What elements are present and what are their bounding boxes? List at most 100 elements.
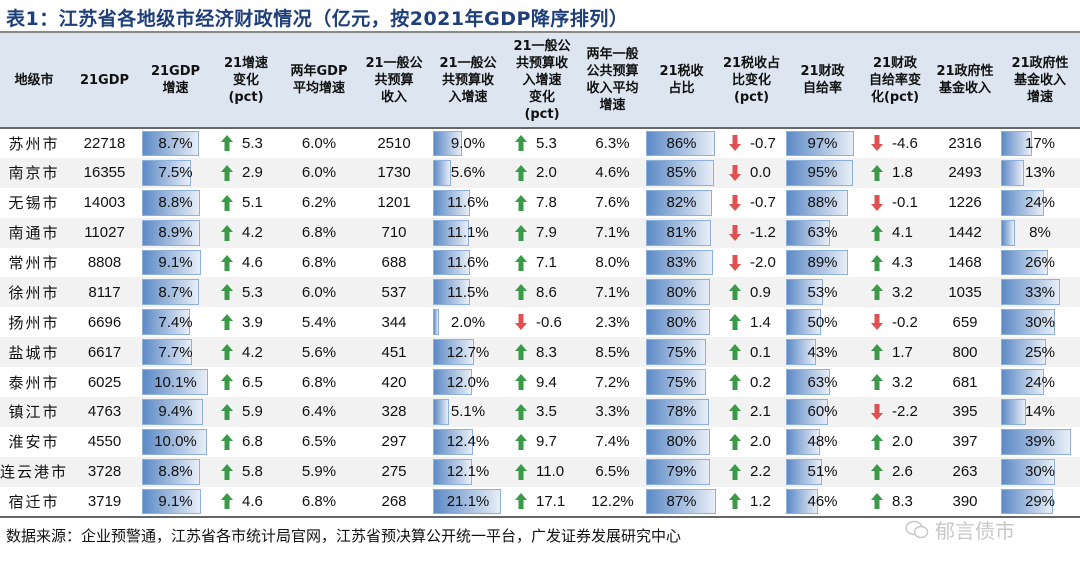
arrow-up-icon	[871, 374, 883, 391]
change-indicator: 8.3	[504, 343, 580, 361]
table-cell: 5.3	[210, 277, 282, 307]
bar-value: 10.1%	[154, 373, 197, 391]
change-value: 2.9	[242, 164, 263, 182]
arrow-up-icon	[221, 374, 233, 391]
city-name: 常州市	[8, 254, 60, 272]
arrow-up-icon	[515, 374, 527, 391]
table-cell: 2.9	[210, 158, 282, 188]
table-cell: 710	[381, 224, 407, 242]
table-cell: 2.0	[860, 427, 930, 457]
table-cell: 7.2%	[595, 373, 630, 391]
data-bar	[1001, 189, 1045, 216]
table-cell: 1035	[948, 283, 982, 301]
change-value: 3.2	[892, 373, 913, 391]
bar-value: 75%	[666, 343, 697, 361]
data-bar	[786, 309, 822, 336]
change-indicator: 8.6	[504, 283, 580, 301]
change-value: -0.2	[892, 313, 918, 331]
arrow-up-icon	[221, 314, 233, 331]
data-bar	[1001, 219, 1016, 246]
city-name: 淮安市	[8, 433, 60, 452]
arrow-up-icon	[729, 374, 741, 391]
arrow-down-icon	[871, 135, 883, 152]
table-cell: 5.4%	[301, 313, 337, 331]
table-cell: 81%	[645, 218, 718, 248]
arrow-up-icon	[729, 493, 741, 510]
change-indicator: 1.2	[718, 492, 785, 510]
watermark: 郁言债市	[905, 515, 1015, 544]
city-name: 盐城市	[8, 343, 60, 362]
table-cell: 395	[952, 403, 978, 421]
bar-value: 9.4%	[158, 403, 193, 421]
city-name: 南通市	[8, 224, 60, 243]
table-cell: 25%	[1000, 337, 1080, 367]
data-bar	[786, 159, 853, 186]
table-row: 淮安市 4550 10.0% 6.8 6.5% 297 12.4% 9.7 7.4% 80% 2.0…	[0, 427, 1080, 457]
arrow-up-icon	[871, 164, 883, 181]
data-bar	[786, 369, 831, 396]
bar-value: 2.0%	[450, 313, 486, 331]
change-value: 2.0	[750, 433, 771, 451]
change-value: 4.1	[892, 224, 913, 242]
change-value: 0.2	[750, 373, 771, 391]
table-cell: 85%	[645, 158, 718, 188]
bar-value: 60%	[807, 403, 838, 421]
table-cell: 6.0%	[301, 283, 337, 301]
column-header: 两年一般 公共预算 收入平均 增速	[586, 47, 639, 113]
table-cell: 2.0	[504, 158, 580, 188]
data-bar	[142, 131, 199, 156]
table-cell: 5.9	[210, 397, 282, 427]
arrow-up-icon	[515, 284, 527, 301]
table-cell: 8117	[88, 283, 121, 301]
change-value: 5.8	[242, 463, 263, 481]
change-indicator: 0.0	[718, 164, 785, 182]
table-cell: -0.7	[718, 128, 785, 158]
table-cell: 95%	[785, 158, 860, 188]
table-cell: 1.4	[718, 307, 785, 337]
bar-value: 51%	[807, 463, 838, 481]
table-cell: 29%	[1000, 487, 1080, 517]
change-value: 5.1	[242, 194, 263, 212]
table-cell: 420	[381, 373, 407, 391]
table-cell: 11.6%	[432, 248, 504, 278]
change-indicator: 3.2	[860, 283, 930, 301]
arrow-up-icon	[871, 284, 883, 301]
arrow-up-icon	[871, 493, 883, 510]
bar-value: 79%	[666, 463, 697, 481]
bar-value: 43%	[807, 343, 838, 361]
change-indicator: 6.8	[210, 433, 282, 451]
table-cell: 39%	[1000, 427, 1080, 457]
arrow-up-icon	[221, 224, 233, 241]
table-cell: 2.0	[718, 427, 785, 457]
table-cell: 88%	[785, 188, 860, 218]
data-bar	[646, 309, 711, 336]
bar-value: 12.0%	[446, 373, 490, 391]
arrow-up-icon	[729, 344, 741, 361]
table-cell: 297	[381, 433, 407, 451]
bar-value: 8.8%	[158, 194, 193, 212]
table-cell: 268	[381, 492, 407, 510]
table-cell: 1.7	[860, 337, 930, 367]
data-bar	[433, 399, 450, 425]
table-cell: 6.0%	[301, 164, 337, 182]
table-cell: 2.3%	[595, 313, 630, 331]
change-value: -0.1	[892, 194, 918, 212]
change-value: 2.6	[892, 463, 913, 481]
bar-value: 8.9%	[158, 224, 193, 242]
change-indicator: 4.6	[210, 254, 282, 272]
column-header: 21政府性 基金收入 增速	[1011, 55, 1069, 105]
data-bar	[786, 399, 829, 425]
arrow-up-icon	[871, 254, 883, 271]
data-bar	[646, 369, 707, 396]
change-indicator: 7.1	[504, 254, 580, 272]
table-cell: 1226	[948, 194, 982, 212]
arrow-down-icon	[729, 194, 741, 211]
bar-value: 80%	[666, 313, 697, 331]
change-value: 3.2	[892, 283, 913, 301]
change-value: 17.1	[536, 492, 566, 510]
change-indicator: 9.7	[504, 433, 580, 451]
table-cell: 6.8%	[301, 254, 337, 271]
change-value: -0.6	[536, 313, 562, 331]
change-value: 4.6	[242, 254, 263, 271]
city-name: 镇江市	[8, 403, 60, 422]
